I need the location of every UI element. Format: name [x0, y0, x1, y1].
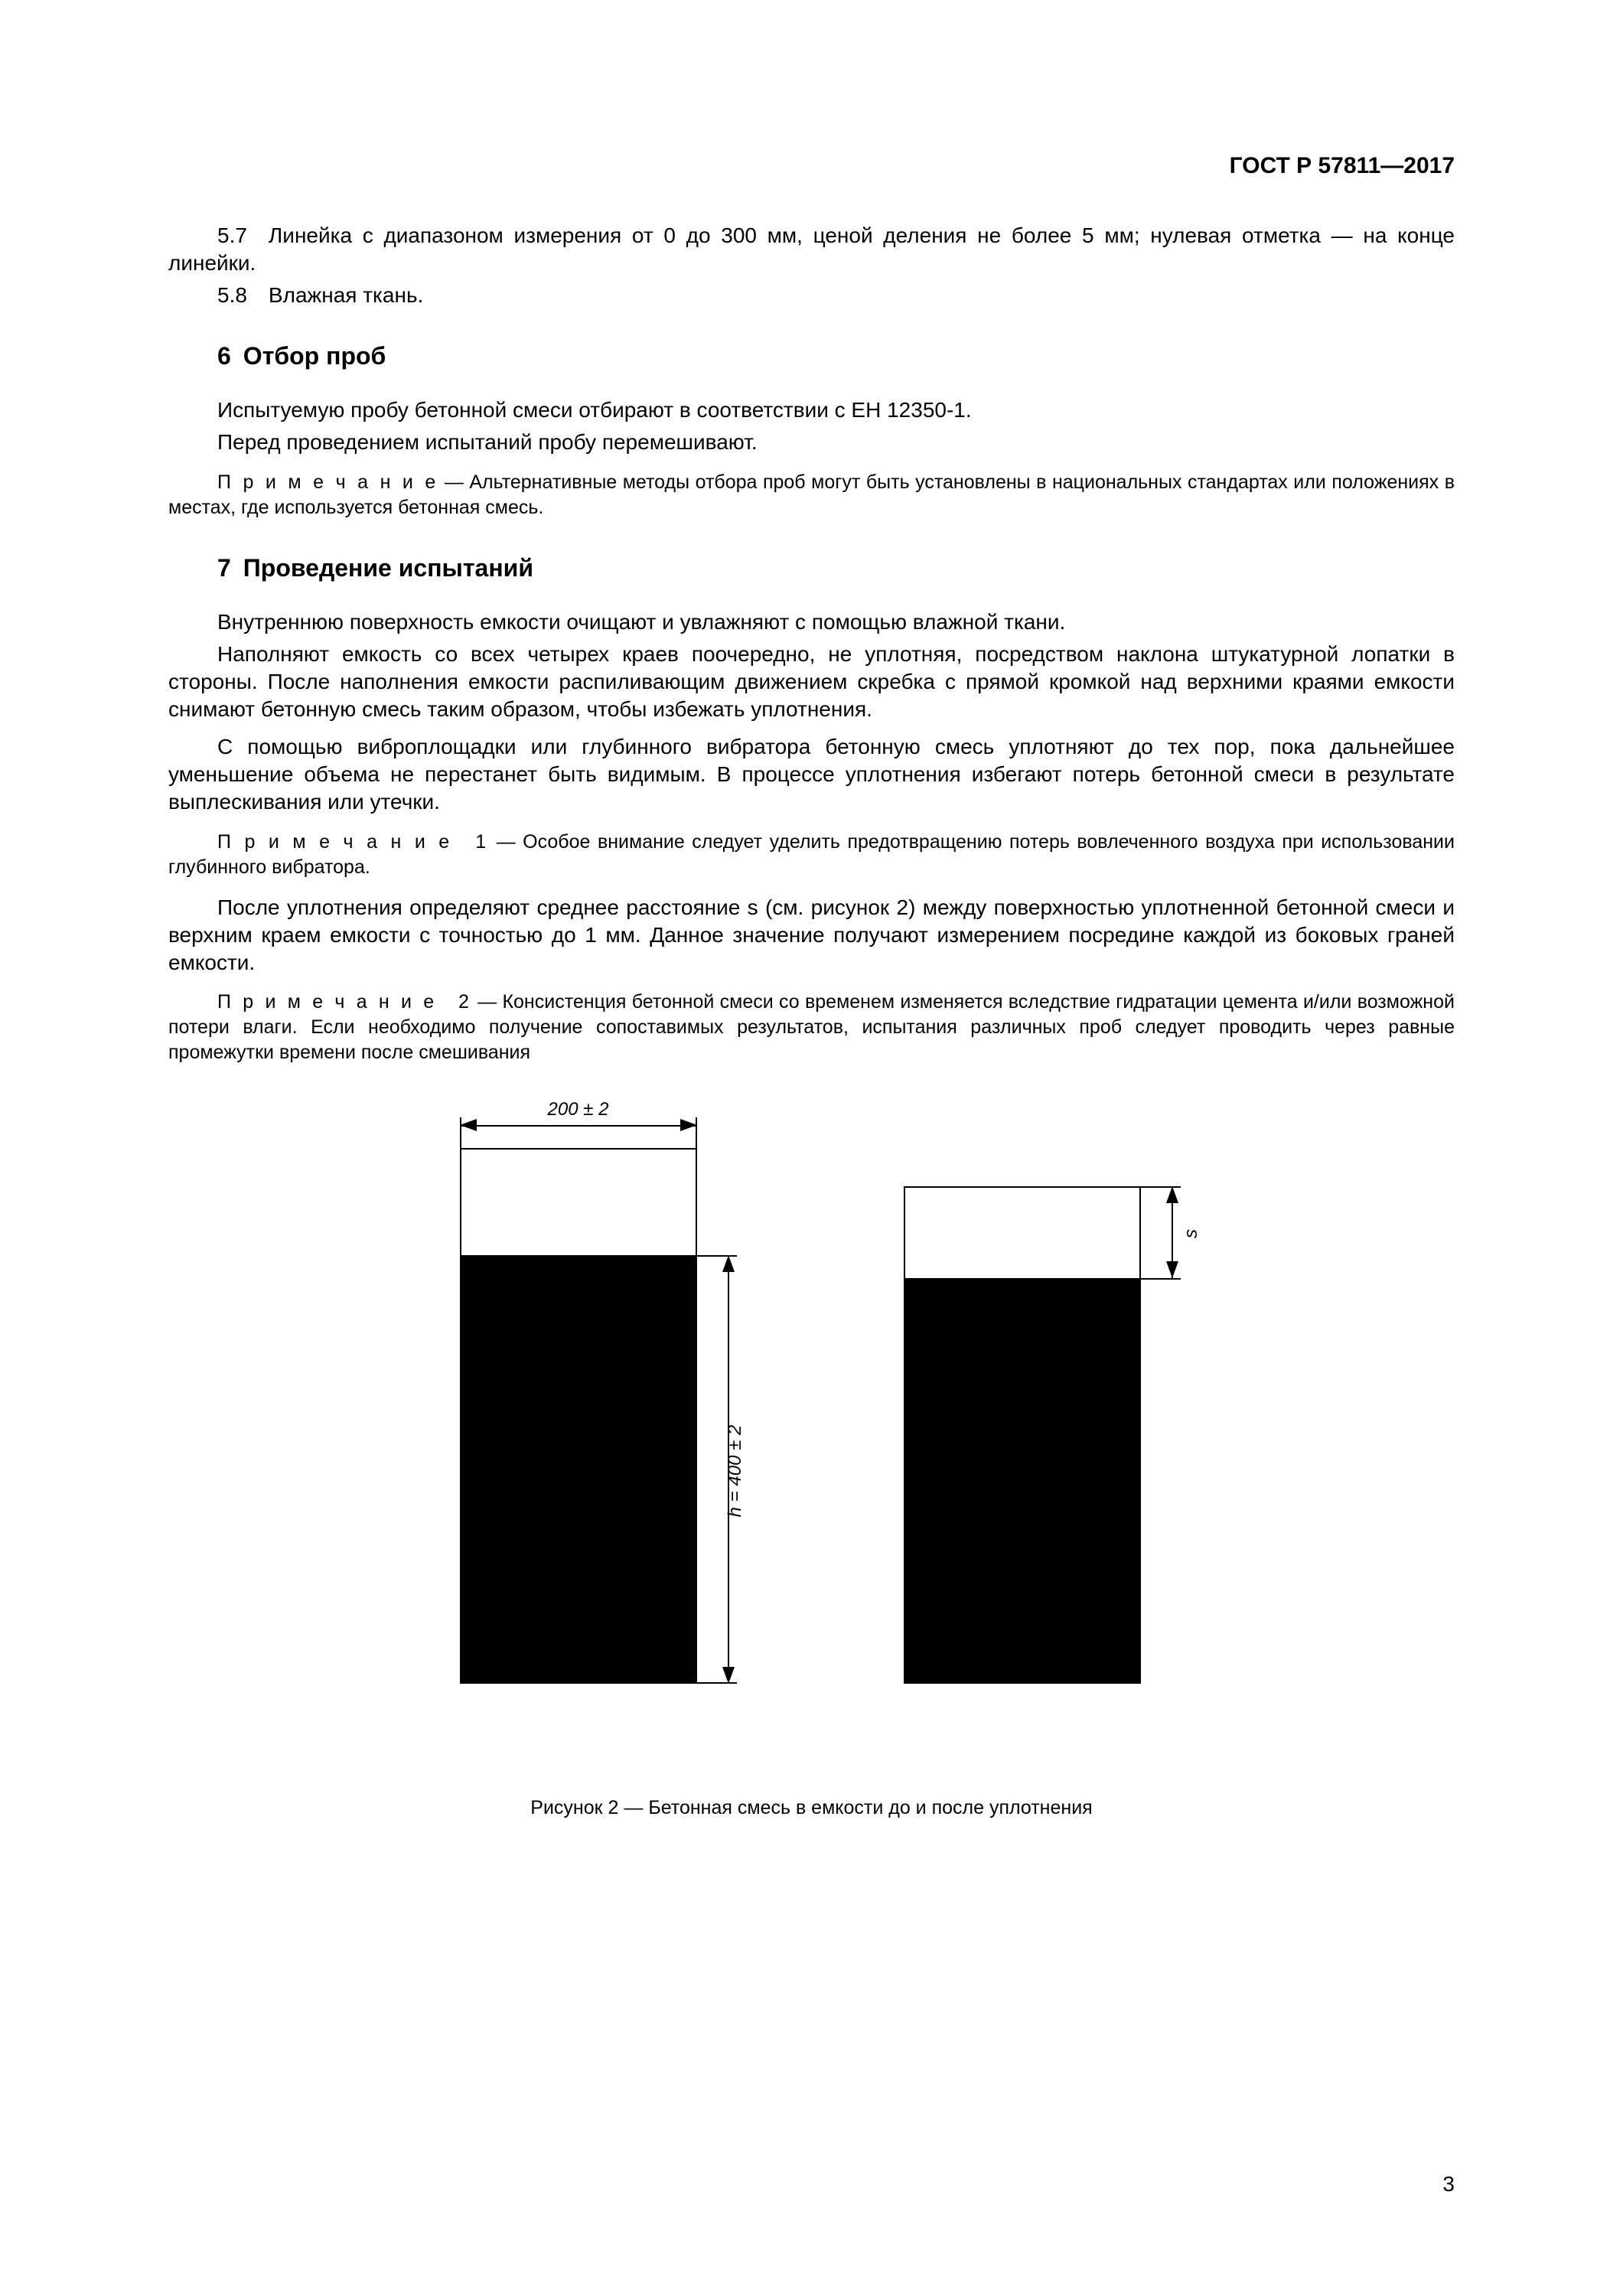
p6-2: Перед проведением испытаний пробу переме… — [168, 429, 1455, 456]
dim-top-line — [460, 1125, 697, 1127]
note-7a-label: П р и м е ч а н и е 1 — [217, 831, 489, 853]
dim-s-arrow-b — [1166, 1261, 1178, 1278]
clause-5-8: 5.8 Влажная ткань. — [168, 282, 1455, 309]
figure-2-caption: Рисунок 2 — Бетонная смесь в емкости до … — [168, 1797, 1455, 1819]
p7-1: Внутреннюю поверхность емкости очищают и… — [168, 608, 1455, 636]
clause-5-7: 5.7 Линейка с диапазоном измерения от 0 … — [168, 222, 1455, 277]
dim-s-ext-bot — [1141, 1278, 1181, 1280]
dim-top-arrow-r — [680, 1119, 697, 1131]
note-6-label: П р и м е ч а н и е — [217, 471, 438, 493]
dim-h-arrow-t — [722, 1255, 735, 1272]
p6-1: Испытуемую пробу бетонной смеси отбирают… — [168, 396, 1455, 424]
note-7a: П р и м е ч а н и е 1 — Особое внимание … — [168, 830, 1455, 880]
heading-6: 6 Отбор проб — [217, 342, 1455, 370]
dim-h-label: h = 400 ± 2 — [725, 1410, 746, 1532]
p7-3: С помощью виброплощадки или глубинного в… — [168, 733, 1455, 815]
dim-top-label: 200 ± 2 — [460, 1099, 697, 1120]
p7-2: Наполняют емкость со всех четырех краев … — [168, 641, 1455, 722]
right-fill — [905, 1278, 1139, 1682]
doc-id-header: ГОСТ Р 57811—2017 — [168, 153, 1455, 179]
left-fill — [461, 1255, 696, 1682]
dim-s-label: s — [1181, 1218, 1202, 1249]
page-number: 3 — [1442, 2172, 1455, 2197]
note-6: П р и м е ч а н и е — Альтернативные мет… — [168, 470, 1455, 520]
dim-s-arrow-t — [1166, 1186, 1178, 1203]
heading-7: 7 Проведение испытаний — [217, 554, 1455, 582]
note-7b-label: П р и м е ч а н и е 2 — [217, 991, 472, 1013]
figure-2: 200 ± 2 h = 400 ± 2 s — [353, 1102, 1271, 1753]
note-7b: П р и м е ч а н и е 2 — Консистенция бет… — [168, 990, 1455, 1065]
dim-top-arrow-l — [460, 1119, 477, 1131]
p7-4: После уплотнения определяют среднее расс… — [168, 894, 1455, 976]
dim-h-arrow-b — [722, 1667, 735, 1684]
